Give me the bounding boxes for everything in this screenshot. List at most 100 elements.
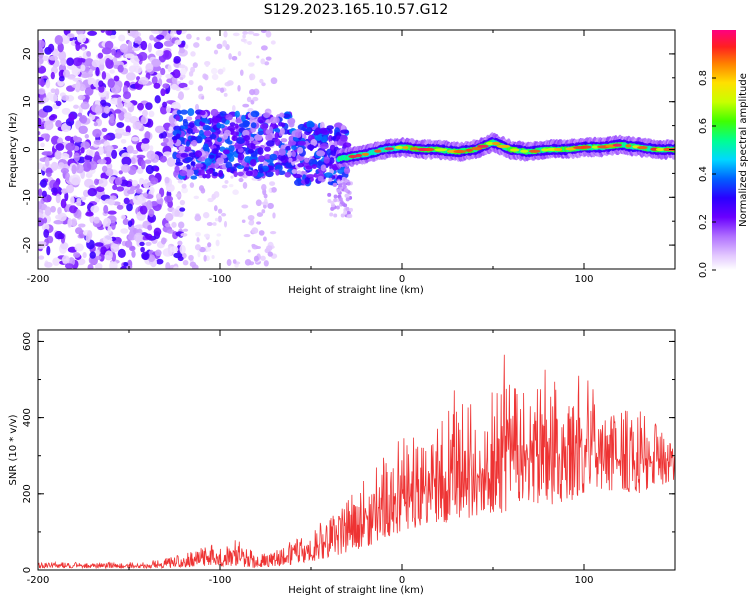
colorbar-gradient [712, 30, 736, 270]
heatmap-cell [205, 63, 209, 67]
heatmap-cell [179, 77, 184, 81]
heatmap-cell [203, 233, 211, 238]
heatmap-cell [327, 192, 332, 197]
heatmap-cell [231, 135, 238, 142]
heatmap-cell [261, 82, 266, 87]
heatmap-cell [248, 220, 254, 226]
heatmap-cell [100, 246, 107, 255]
heatmap-cell [287, 150, 292, 158]
heatmap-cell [87, 76, 92, 86]
heatmap-cell [179, 170, 188, 177]
heatmap-cell [263, 260, 269, 267]
heatmap-cell [311, 164, 317, 169]
heatmap-cell [121, 164, 131, 173]
heatmap-cell [58, 212, 67, 222]
heatmap-cell [265, 56, 272, 61]
heatmap-cell [485, 141, 495, 146]
heatmap-cell [291, 145, 297, 151]
heatmap-cell [179, 47, 185, 54]
heatmap-cell [73, 152, 80, 162]
heatmap-cell [75, 227, 83, 235]
heatmap-y-ticks: -20 -10 0 10 20 [22, 29, 675, 270]
heatmap-cell [160, 67, 166, 76]
heatmap-cell [117, 64, 124, 73]
heatmap-cell [109, 260, 118, 269]
heatmap-cell [87, 263, 94, 269]
heatmap-cell [166, 156, 176, 167]
heatmap-cell [145, 164, 154, 175]
heatmap-cell [166, 229, 175, 234]
heatmap-cell [297, 163, 305, 168]
heatmap-cell [84, 58, 94, 67]
heatmap-cell [107, 225, 112, 235]
x-tick-label: -200 [27, 274, 50, 285]
heatmap-cell [140, 246, 145, 253]
heatmap-cell [343, 203, 348, 208]
heatmap-cell [237, 51, 242, 57]
heatmap-cell [625, 144, 632, 148]
heatmap-cell [197, 250, 201, 258]
heatmap-cell [274, 138, 281, 147]
heatmap-cell [216, 43, 223, 50]
heatmap-cell [84, 134, 90, 139]
heatmap-cell [51, 48, 59, 58]
heatmap-cell [154, 166, 160, 172]
y-tick-label: 10 [22, 95, 33, 108]
heatmap-cell [223, 30, 228, 38]
heatmap-cell [126, 203, 133, 212]
heatmap-cell [79, 83, 86, 92]
heatmap-cell [192, 62, 198, 68]
heatmap-cell [65, 172, 71, 181]
heatmap-cell [123, 112, 132, 119]
heatmap-cell [107, 199, 116, 206]
heatmap-cell [275, 169, 280, 176]
heatmap-cell [82, 251, 87, 259]
heatmap-marks [38, 30, 675, 269]
heatmap-cell [202, 212, 210, 219]
heatmap-cell [234, 123, 239, 129]
heatmap-cell [319, 121, 325, 130]
heatmap-cell [179, 207, 186, 212]
heatmap-cell [109, 113, 115, 124]
heatmap-cell [80, 64, 86, 72]
heatmap-cell [306, 127, 312, 132]
heatmap-cell [164, 50, 170, 58]
heatmap-cell [272, 212, 276, 219]
heatmap-cell [77, 94, 86, 101]
heatmap-cell [107, 78, 115, 89]
heatmap-cell [182, 260, 189, 266]
heatmap-cell [160, 88, 166, 97]
heatmap-cell [148, 208, 155, 218]
heatmap-cell [333, 194, 338, 199]
heatmap-cell [38, 63, 42, 68]
heatmap-cell [244, 259, 252, 266]
heatmap-cell [48, 55, 59, 61]
heatmap-cell [330, 200, 335, 205]
heatmap-cell [171, 83, 178, 91]
heatmap-cell [284, 171, 292, 178]
heatmap-cell [221, 184, 228, 189]
heatmap-cell [176, 109, 182, 115]
heatmap-cell [134, 224, 145, 229]
heatmap-cell [94, 242, 104, 247]
heatmap-cell [131, 179, 138, 187]
heatmap-cell [73, 252, 81, 258]
heatmap-cell [188, 80, 194, 86]
heatmap-cell [57, 232, 65, 240]
heatmap-cell [153, 227, 162, 237]
heatmap-cell [51, 187, 58, 194]
heatmap-cell [242, 103, 250, 108]
heatmap-cell [224, 179, 229, 184]
heatmap-cell [216, 233, 222, 237]
heatmap-cell [220, 87, 225, 93]
heatmap-cell [216, 122, 222, 129]
heatmap-cell [194, 163, 204, 168]
heatmap-cell [334, 122, 343, 129]
heatmap-cell [229, 122, 236, 127]
heatmap-cell [264, 146, 271, 152]
heatmap-cell [374, 149, 382, 153]
heatmap-cell [109, 195, 117, 201]
heatmap-cell [345, 197, 350, 202]
y-tick-label: 0 [22, 146, 33, 152]
heatmap-cell [137, 51, 148, 61]
